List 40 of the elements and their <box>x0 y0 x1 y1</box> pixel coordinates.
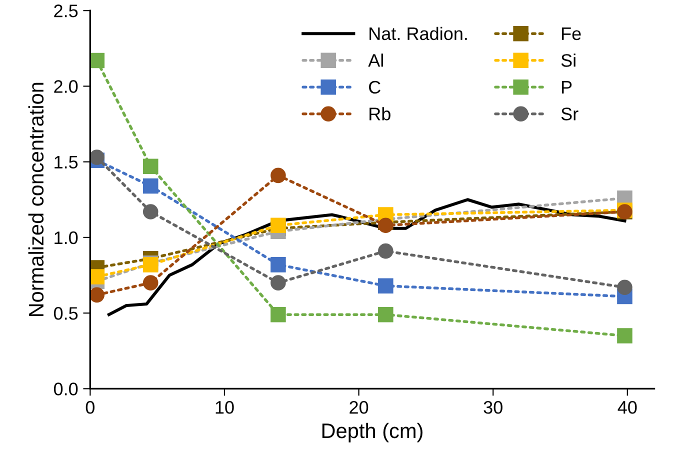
legend-label: Si <box>561 54 576 67</box>
y-axis-title: Normalized concentration <box>28 82 44 316</box>
x-axis-title: Depth (cm) <box>322 422 422 442</box>
point <box>270 275 286 290</box>
y-tick-label: 1.5 <box>54 156 78 169</box>
y-tick-label: 2.5 <box>54 4 78 18</box>
point <box>142 204 158 220</box>
point <box>378 243 394 259</box>
point <box>90 150 105 165</box>
x-tick-label: 10 <box>216 400 234 414</box>
point <box>270 168 286 184</box>
point <box>270 218 286 233</box>
point <box>617 280 632 296</box>
x-tick-label: 0 <box>86 400 94 414</box>
point <box>378 278 394 294</box>
y-tick-label: 0.5 <box>54 307 78 320</box>
point <box>90 269 105 284</box>
point <box>270 306 286 322</box>
y-tick-label: 2.0 <box>54 80 78 93</box>
legend-label: Fe <box>562 27 581 40</box>
point <box>90 52 105 68</box>
x-tick-label: 40 <box>618 400 637 414</box>
y-tick-label: 1.0 <box>54 231 78 244</box>
point <box>142 158 158 174</box>
point <box>270 257 286 272</box>
x-tick-label: 30 <box>484 400 502 414</box>
point <box>378 306 394 322</box>
legend-label: Nat. Radion. <box>370 26 467 40</box>
legend-label: Sr <box>561 108 578 120</box>
point <box>142 178 158 194</box>
legend-label: P <box>562 81 572 94</box>
point <box>617 328 632 344</box>
y-tick-label: 0.0 <box>54 382 78 396</box>
point <box>142 275 158 290</box>
point <box>90 287 105 303</box>
x-tick-label: 20 <box>350 400 368 414</box>
legend-label: Rb <box>370 107 390 120</box>
legend-label: Al <box>368 54 383 67</box>
point <box>378 218 394 233</box>
legend-label: C <box>369 80 380 94</box>
